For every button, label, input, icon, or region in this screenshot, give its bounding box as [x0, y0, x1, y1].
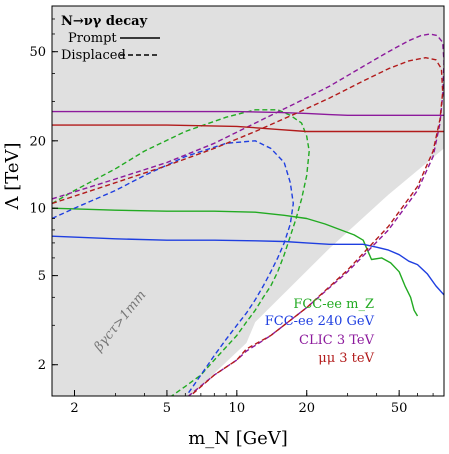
series-line-fcc-ee-m-z-dashed	[52, 109, 310, 396]
series-line-3-tev-dashed	[52, 57, 444, 396]
legend-title: N→νγ decay	[61, 14, 148, 29]
series-label-fcc-ee-mz: FCC-ee m_Z	[293, 297, 374, 312]
y-tick-label: 5	[38, 269, 46, 284]
x-tick-label: 2	[70, 401, 78, 416]
series-labels: FCC-ee m_Z FCC-ee 240 GeV CLIC 3 TeV μμ …	[265, 297, 375, 366]
legend: N→νγ decay Prompt Displaced	[61, 14, 160, 63]
x-tick-label: 20	[298, 401, 315, 416]
legend-displaced-label: Displaced	[61, 48, 126, 63]
x-tick-label: 50	[391, 401, 408, 416]
series-line-fcc-ee-m-z-solid	[52, 207, 419, 317]
y-tick-label: 20	[29, 134, 46, 149]
series-line-fcc-ee-240-gev-dashed	[52, 140, 294, 394]
ticks-layer: 2 5 10 20 50 2 5 10 20 50	[29, 18, 434, 416]
series-line-clic-3-tev-solid	[52, 110, 444, 116]
series-line-clic-3-tev-dashed	[52, 33, 444, 396]
series-line-3-tev-solid	[52, 124, 444, 133]
series-label-clic: CLIC 3 TeV	[299, 333, 375, 348]
x-tick-label: 10	[229, 401, 246, 416]
legend-prompt-label: Prompt	[68, 31, 117, 46]
series-line-fcc-ee-240-gev-solid	[52, 235, 444, 296]
y-tick-label: 50	[29, 45, 46, 60]
x-axis-label: m_N [GeV]	[188, 428, 288, 449]
series-label-fcc-ee-240: FCC-ee 240 GeV	[265, 314, 375, 329]
plot-frame	[51, 5, 445, 397]
x-tick-label: 5	[163, 401, 171, 416]
excluded-region	[52, 6, 444, 396]
series-layer	[52, 33, 444, 396]
y-tick-label: 10	[29, 202, 46, 217]
y-tick-label: 2	[38, 358, 46, 373]
y-axis-label: Λ [TeV]	[2, 142, 23, 210]
series-label-mumu: μμ 3 teV	[318, 351, 374, 366]
